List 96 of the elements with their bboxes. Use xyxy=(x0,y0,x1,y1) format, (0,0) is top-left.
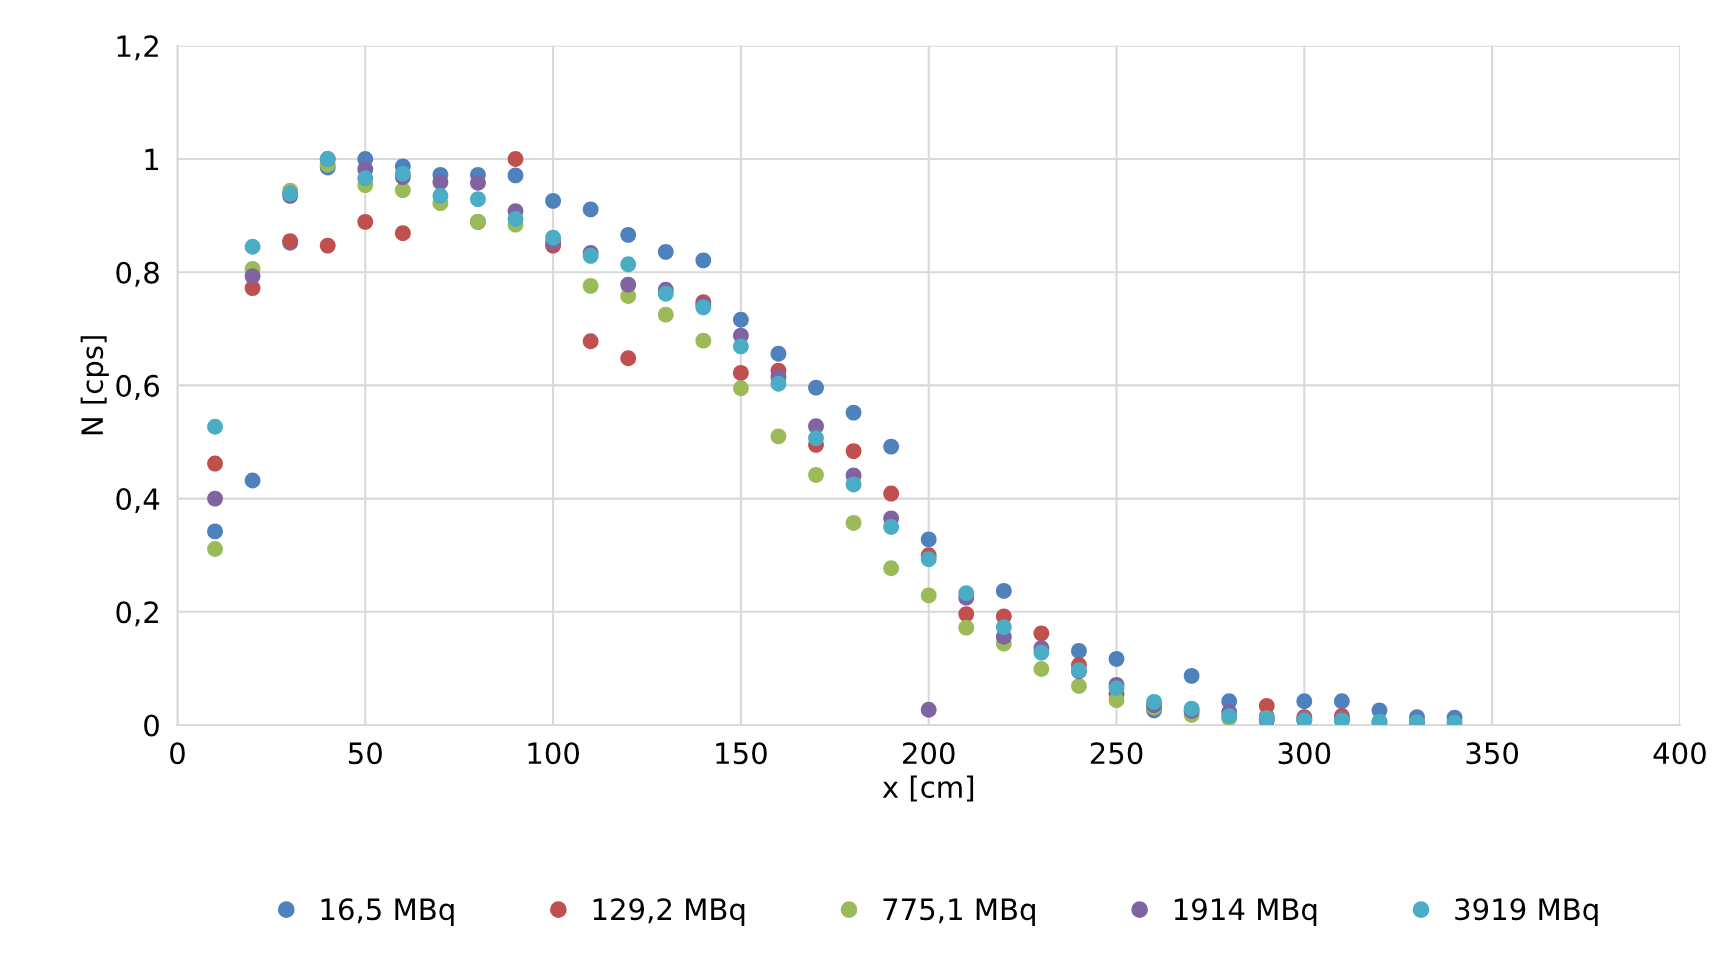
point xyxy=(545,192,561,209)
point xyxy=(920,551,937,568)
point xyxy=(620,276,637,293)
x-tick-label: 100 xyxy=(528,742,579,765)
point xyxy=(732,365,749,381)
point xyxy=(207,418,223,435)
point xyxy=(470,191,486,208)
point xyxy=(1033,661,1050,677)
point xyxy=(244,238,261,255)
x-tick-label: 0 xyxy=(170,742,185,765)
point xyxy=(357,170,374,187)
point xyxy=(394,165,411,182)
point xyxy=(545,229,561,246)
point xyxy=(958,619,975,636)
point xyxy=(808,466,824,483)
point xyxy=(845,476,862,493)
point xyxy=(808,379,824,396)
point xyxy=(620,226,637,243)
point xyxy=(207,541,223,557)
x-tick-label: 150 xyxy=(716,742,767,765)
legend-label: 129,2 MBq xyxy=(593,898,745,926)
y-tick-label: 1 xyxy=(145,148,159,171)
point xyxy=(770,375,787,392)
point xyxy=(1296,693,1313,710)
point xyxy=(1033,644,1050,661)
point xyxy=(1071,642,1087,659)
point xyxy=(1183,667,1200,684)
point xyxy=(657,285,674,302)
point xyxy=(995,582,1012,599)
point xyxy=(920,701,937,718)
point xyxy=(770,345,787,362)
point xyxy=(920,587,937,604)
x-tick-label: 200 xyxy=(903,742,955,765)
x-tick-label: 350 xyxy=(1466,742,1519,765)
point xyxy=(244,268,261,285)
point xyxy=(470,174,486,191)
point xyxy=(883,485,900,502)
legend-label: 16,5 MBq xyxy=(321,898,454,926)
legend-label: 1914 MBq xyxy=(1174,898,1317,926)
point xyxy=(695,332,712,349)
point xyxy=(207,523,223,540)
point xyxy=(432,174,449,191)
point xyxy=(507,151,524,167)
point xyxy=(507,211,524,227)
legend-label: 3919 MBq xyxy=(1455,898,1598,926)
point xyxy=(958,585,975,602)
legend-label: 775,1 MBq xyxy=(883,898,1035,926)
point xyxy=(732,311,749,328)
point xyxy=(207,490,223,507)
point xyxy=(394,182,411,199)
point xyxy=(319,237,336,254)
y-tick-label: 0 xyxy=(144,714,159,737)
y-axis-title: N [cps] xyxy=(80,336,109,435)
point xyxy=(657,306,674,323)
point xyxy=(732,338,749,355)
point xyxy=(1033,625,1050,642)
point xyxy=(883,560,900,577)
point xyxy=(1108,650,1125,667)
point xyxy=(808,430,824,446)
point xyxy=(582,333,599,350)
point xyxy=(845,443,862,459)
point xyxy=(507,167,524,184)
point xyxy=(845,515,862,531)
point xyxy=(432,187,449,204)
point xyxy=(770,428,787,445)
point xyxy=(958,606,975,623)
point xyxy=(1108,680,1125,697)
point xyxy=(620,350,637,367)
x-tick-label: 400 xyxy=(1653,742,1706,765)
y-tick-label: 1,2 xyxy=(117,35,158,61)
point xyxy=(695,252,712,269)
point xyxy=(394,225,411,242)
y-tick-label: 0,2 xyxy=(116,601,158,627)
x-axis-title: x [cm] xyxy=(882,775,974,802)
point xyxy=(357,213,374,230)
point xyxy=(582,277,599,294)
x-tick-label: 300 xyxy=(1278,742,1331,765)
point xyxy=(620,256,637,273)
x-tick-label: 50 xyxy=(348,742,382,765)
point xyxy=(244,472,261,489)
point xyxy=(845,404,862,421)
point xyxy=(582,201,599,218)
x-tick-label: 250 xyxy=(1090,742,1143,765)
point xyxy=(732,380,749,397)
y-tick-label: 0,6 xyxy=(116,374,159,400)
point xyxy=(883,519,900,535)
point xyxy=(920,531,937,548)
point xyxy=(1071,678,1087,694)
point xyxy=(1333,693,1350,710)
point xyxy=(883,438,900,455)
point xyxy=(207,455,223,472)
point xyxy=(1146,693,1162,710)
point xyxy=(995,619,1012,636)
y-tick-label: 0,4 xyxy=(116,488,160,514)
point xyxy=(657,243,674,260)
y-tick-label: 0,8 xyxy=(116,261,159,287)
